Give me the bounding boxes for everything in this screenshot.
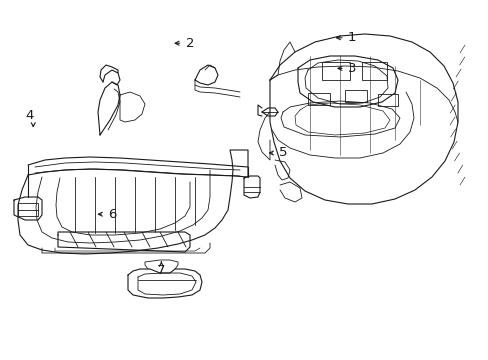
Text: 3: 3: [347, 62, 356, 75]
Bar: [345, 90, 366, 102]
Text: 5: 5: [279, 147, 287, 159]
Bar: [307, 93, 329, 105]
Text: 4: 4: [25, 109, 34, 122]
Bar: [361, 62, 386, 80]
Text: 7: 7: [157, 264, 165, 277]
Bar: [377, 94, 397, 106]
Text: 1: 1: [347, 31, 356, 44]
Text: 6: 6: [108, 208, 117, 221]
Bar: [321, 62, 349, 80]
Text: 2: 2: [186, 37, 195, 50]
